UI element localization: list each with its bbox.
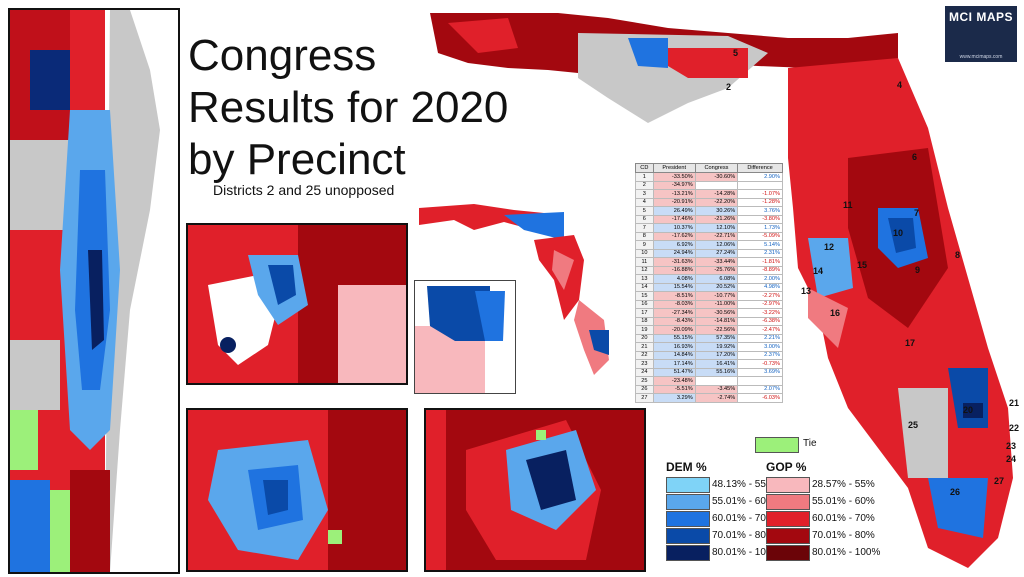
tampa-inset-map: [186, 223, 408, 385]
dem-label-4: 70.01% - 80%: [712, 530, 775, 541]
district-label-16: 16: [830, 308, 841, 318]
tie-swatch: [755, 437, 799, 453]
district-label-22: 22: [1009, 423, 1020, 433]
district-label-10: 10: [893, 228, 904, 238]
dem-swatch-4: [666, 528, 710, 544]
district-label-12: 12: [824, 242, 835, 252]
gop-swatch-2: [766, 494, 810, 510]
gop-label-5: 80.01% - 100%: [812, 547, 881, 558]
gop-label-4: 70.01% - 80%: [812, 530, 875, 541]
district-label-4: 4: [897, 80, 903, 90]
district-label-27: 27: [994, 476, 1005, 486]
table-row: 17 -27.34% -30.56% -3.22%: [635, 308, 783, 318]
dem-swatch-5: [666, 545, 710, 561]
table-row: 20 55.15% 57.35% 2.21%: [635, 333, 783, 343]
title-line-3: by Precinct: [188, 135, 406, 184]
table-row: 14 15.54% 20.52% 4.98%: [635, 282, 783, 292]
results-table: CD President Congress Difference 1 -33.50…: [635, 163, 783, 403]
cell-congress: -2.74%: [694, 393, 739, 403]
district-label-15: 15: [857, 260, 868, 270]
district-label-11: 11: [843, 200, 853, 210]
dem-label-5: 80.01% - 100%: [712, 547, 781, 558]
subtitle: Districts 2 and 25 unopposed: [213, 182, 395, 198]
dem-label-2: 55.01% - 60%: [712, 496, 775, 507]
table-row: 9 6.92% 12.06% 5.14%: [635, 240, 783, 250]
dem-label-1: 48.13% - 55%: [712, 479, 775, 490]
district-label-9: 9: [915, 265, 921, 275]
table-row: 3 -13.21% -14.28% -1.07%: [635, 189, 783, 199]
gop-swatch-3: [766, 511, 810, 527]
table-row: 27 3.29% -2.74% -6.03%: [635, 393, 783, 403]
gop-label-2: 55.01% - 60%: [812, 496, 875, 507]
table-row: 7 10.37% 12.10% 1.73%: [635, 223, 783, 233]
mci-maps-logo: MCI MAPS www.mcimaps.com: [945, 6, 1017, 62]
page-title: Congress Results for 2020 by Precinct: [188, 30, 508, 186]
district-label-7: 7: [914, 208, 920, 218]
col-difference: Difference: [737, 163, 783, 173]
gop-label-3: 60.01% - 70%: [812, 513, 875, 524]
col-congress: Congress: [694, 163, 739, 173]
logo-url: www.mcimaps.com: [959, 54, 1003, 60]
district-label-21: 21: [1009, 398, 1020, 408]
district-label-23: 23: [1006, 441, 1017, 451]
district-label-20: 20: [963, 405, 974, 415]
title-line-1: Congress: [188, 31, 377, 80]
southwest-mini-map: [414, 280, 516, 394]
district-label-13: 13: [801, 286, 812, 296]
gop-legend-header: GOP %: [766, 460, 807, 474]
cell-difference: -6.03%: [737, 393, 783, 403]
table-row: 21 16.93% 19.92% 3.00%: [635, 342, 783, 352]
dem-swatch-1: [666, 477, 710, 493]
district-label-14: 14: [813, 266, 824, 276]
east-coast-detail-map: [8, 8, 180, 574]
district-label-17: 17: [905, 338, 916, 348]
table-row: 15 -8.51% -10.77% -2.27%: [635, 291, 783, 301]
gop-swatch-5: [766, 545, 810, 561]
title-line-2: Results for 2020: [188, 83, 509, 132]
district-label-5: 5: [733, 48, 739, 58]
gop-swatch-1: [766, 477, 810, 493]
logo-brand: MCI MAPS: [949, 10, 1013, 24]
district-label-2: 2: [726, 82, 732, 92]
district-label-24: 24: [1006, 454, 1017, 464]
overview-state-map: [414, 200, 614, 390]
dem-legend-header: DEM %: [666, 460, 707, 474]
district-label-25: 25: [908, 420, 919, 430]
district-label-26: 26: [950, 487, 961, 497]
gop-label-1: 28.57% - 55%: [812, 479, 875, 490]
district-label-6: 6: [912, 152, 918, 162]
florida-state-map: [428, 8, 1020, 573]
tie-label: Tie: [803, 438, 817, 449]
gop-swatch-4: [766, 528, 810, 544]
table-body: 1 -33.50% -30.60% 2.90% 2 -34.97% 3 -13.21% -14.…: [635, 172, 783, 403]
dem-swatch-3: [666, 511, 710, 527]
southeast-inset-map: [424, 408, 646, 572]
district-label-8: 8: [955, 250, 961, 260]
table-row: 26 -5.51% -3.45% 2.07%: [635, 384, 783, 394]
dem-label-3: 60.01% - 70%: [712, 513, 775, 524]
table-header-row: CD President Congress Difference: [635, 163, 783, 173]
table-row: 4 -20.91% -22.20% -1.28%: [635, 197, 783, 207]
dem-swatch-2: [666, 494, 710, 510]
orlando-inset-map: [186, 408, 408, 572]
